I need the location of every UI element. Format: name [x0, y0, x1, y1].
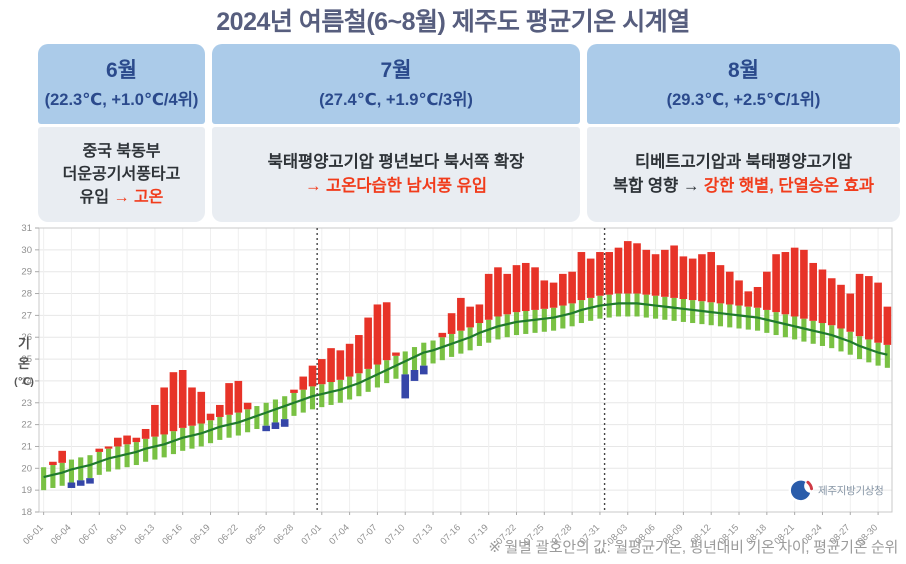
y-axis-title-unit: (℃): [14, 376, 34, 389]
month-name: 7월: [380, 59, 412, 83]
svg-text:29: 29: [21, 267, 32, 278]
svg-text:30: 30: [21, 245, 32, 256]
description-line: 복합 영향 → 강한 햇볕, 단열승온 효과: [612, 176, 875, 195]
month-name: 8월: [728, 59, 759, 83]
month-header-june: 6월 (22.3℃, +1.0℃/4위): [38, 44, 205, 124]
svg-text:22: 22: [21, 420, 32, 431]
svg-text:24: 24: [21, 376, 32, 387]
svg-text:28: 28: [21, 289, 32, 300]
y-axis-title: 기 온 (℃): [10, 334, 38, 391]
description-line: → 고온다습한 남서풍 유입: [304, 176, 488, 195]
month-name: 6월: [106, 59, 137, 83]
page-title: 2024년 여름철(6~8월) 제주도 평균기온 시계열: [216, 8, 690, 36]
y-axis-title-char: 기: [18, 336, 30, 351]
month-description-july: 북태평양고기압 평년보다 북서쪽 확장 → 고온다습한 남서풍 유입: [212, 127, 580, 222]
svg-text:06-25: 06-25: [244, 522, 268, 544]
svg-text:06-16: 06-16: [160, 522, 184, 544]
plot-frame: [38, 227, 893, 513]
agency-name: 제주지방기상청: [818, 484, 884, 497]
svg-text:07-19: 07-19: [466, 522, 490, 544]
svg-text:07-07: 07-07: [355, 522, 379, 544]
description-line: 중국 북동부: [82, 142, 161, 160]
footnote: ※ 월별 괄호안의 값: 월평균기온, 평년대비 기온 차이, 평균기온 순위: [488, 539, 898, 556]
svg-text:06-01: 06-01: [21, 522, 45, 544]
svg-text:21: 21: [21, 441, 32, 452]
svg-text:06-19: 06-19: [188, 522, 212, 544]
month-stats: (29.3℃, +2.5℃/1위): [666, 90, 821, 109]
svg-text:18: 18: [21, 507, 32, 518]
normal-temperature-line: [43, 302, 888, 479]
kma-taegeuk-icon: [788, 477, 814, 503]
svg-text:19: 19: [21, 485, 32, 496]
month-column-july: 7월 (27.4℃, +1.9℃/3위) 북태평양고기압 평년보다 북서쪽 확장…: [212, 44, 580, 222]
description-line: 북태평양고기압 평년보다 북서쪽 확장: [267, 152, 525, 171]
svg-text:06-10: 06-10: [105, 522, 129, 544]
svg-text:06-22: 06-22: [216, 522, 240, 544]
svg-text:06-28: 06-28: [272, 522, 296, 544]
description-line: 유입 → 고온: [79, 189, 164, 207]
month-header-july: 7월 (27.4℃, +1.9℃/3위): [212, 44, 580, 124]
below-normal-bars: [67, 365, 428, 488]
svg-text:06-07: 06-07: [77, 522, 101, 544]
svg-text:06-13: 06-13: [132, 522, 156, 544]
month-separators: [316, 228, 606, 512]
svg-text:23: 23: [21, 398, 32, 409]
y-axis-labels: 18 19 20 21 22 23 24 25 26 27 28 29 30 31: [21, 223, 39, 518]
svg-text:07-10: 07-10: [383, 522, 407, 544]
svg-text:26: 26: [21, 332, 32, 343]
svg-text:07-16: 07-16: [438, 522, 462, 544]
above-normal-bars: [49, 241, 892, 466]
svg-text:27: 27: [21, 310, 32, 321]
svg-text:07-13: 07-13: [411, 522, 435, 544]
agency-logo: 제주지방기상청: [788, 477, 884, 503]
svg-text:25: 25: [21, 354, 32, 365]
svg-text:07-01: 07-01: [299, 522, 323, 544]
svg-text:31: 31: [21, 224, 32, 234]
svg-text:06-04: 06-04: [49, 522, 73, 544]
svg-text:20: 20: [21, 463, 32, 474]
y-axis-title-char: 온: [18, 356, 30, 372]
description-line: 티베트고기압과 북태평양고기압: [634, 152, 853, 171]
temperature-chart: 18 19 20 21 22 23 24 25 26 27 28 29 30 31 06-01 06-04 06…: [0, 223, 906, 546]
month-stats: (22.3℃, +1.0℃/4위): [44, 90, 199, 109]
svg-text:07-04: 07-04: [327, 522, 351, 544]
description-line: 더운공기서풍타고: [62, 165, 181, 183]
month-stats: (27.4℃, +1.9℃/3위): [319, 90, 473, 109]
month-header-august: 8월 (29.3℃, +2.5℃/1위): [587, 44, 900, 124]
normal-range-bars: [41, 293, 890, 491]
gridlines: [39, 227, 892, 513]
